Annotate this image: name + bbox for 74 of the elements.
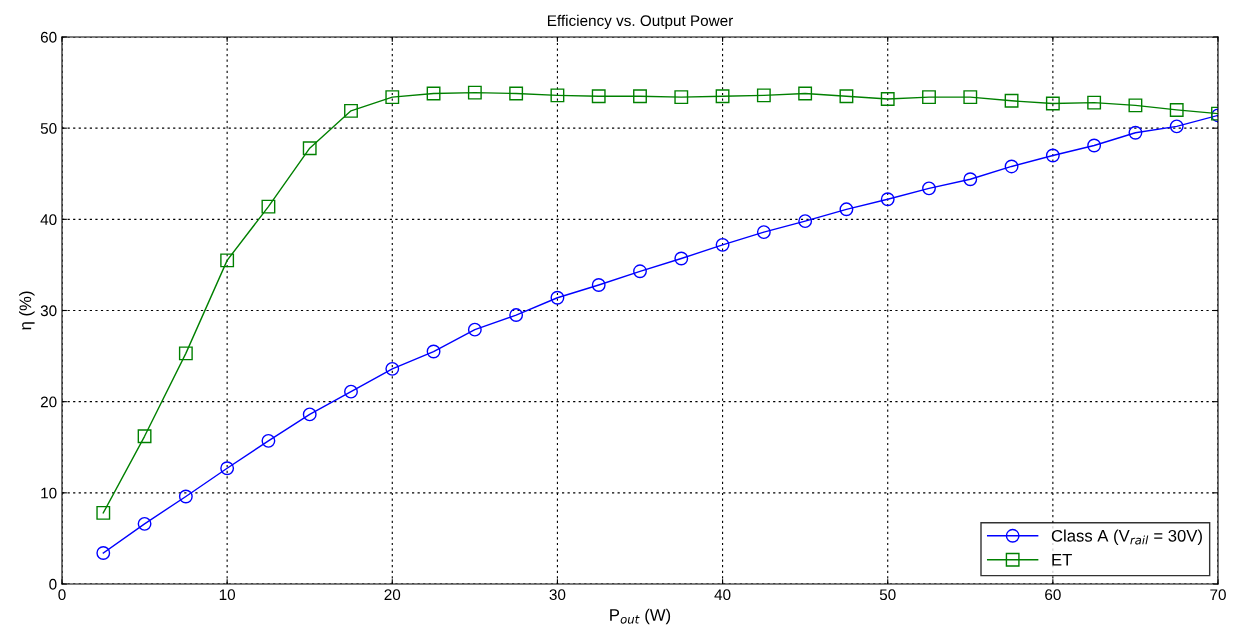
point — [385, 90, 400, 105]
point — [1045, 148, 1060, 163]
point — [1004, 159, 1019, 174]
point — [344, 103, 358, 118]
point — [1128, 125, 1143, 140]
y-axis-title: η (%) — [19, 291, 35, 330]
x-tick-label: 70 — [1210, 589, 1226, 601]
point — [839, 202, 854, 217]
legend-label: ET — [1052, 554, 1072, 566]
point — [302, 407, 317, 422]
point — [839, 89, 854, 104]
y-tick-label: 40 — [40, 214, 57, 226]
chart-title: Efficiency vs. Output Power — [547, 14, 734, 30]
point — [1169, 102, 1184, 117]
point — [880, 192, 895, 207]
point — [137, 429, 152, 444]
point — [467, 85, 482, 100]
point — [674, 90, 689, 105]
point — [509, 86, 524, 101]
x-tick-label: 20 — [384, 589, 401, 601]
x-tick-label: 0 — [58, 589, 66, 601]
point — [798, 86, 813, 101]
y-tick-label: 0 — [49, 578, 57, 590]
point — [756, 88, 771, 103]
point — [302, 141, 317, 156]
x-tick-label: 30 — [549, 589, 566, 601]
y-tick-label: 20 — [40, 396, 57, 408]
point — [550, 290, 565, 305]
y-tick-label: 60 — [40, 31, 57, 43]
legend-label: Class A (V$_{rail}$ = 30V) — [1051, 529, 1202, 545]
point — [96, 505, 111, 520]
x-tick-label: 40 — [714, 589, 731, 601]
point — [715, 237, 730, 252]
point — [963, 172, 978, 187]
point — [591, 89, 606, 104]
point — [922, 181, 936, 196]
point — [633, 264, 647, 279]
point — [550, 88, 565, 103]
point — [1087, 95, 1102, 110]
point — [220, 253, 235, 268]
point — [633, 89, 647, 104]
point — [178, 489, 193, 504]
point — [178, 346, 193, 361]
x-tick-label: 10 — [219, 589, 236, 601]
y-tick-label: 30 — [40, 305, 57, 317]
point — [426, 344, 441, 359]
point — [674, 251, 689, 266]
point — [96, 546, 111, 560]
point — [509, 308, 524, 323]
point — [137, 516, 152, 531]
y-tick-label: 50 — [40, 123, 57, 134]
point — [756, 225, 771, 240]
x-tick-label: 50 — [879, 589, 896, 601]
point — [1045, 96, 1060, 111]
point — [344, 384, 358, 399]
point — [798, 214, 813, 229]
point — [715, 89, 730, 104]
point — [220, 461, 235, 476]
point — [467, 322, 482, 337]
point — [1169, 119, 1184, 134]
x-tick-label: 60 — [1045, 589, 1061, 601]
point — [591, 278, 606, 292]
point — [385, 361, 400, 376]
point — [261, 433, 276, 448]
point — [426, 86, 441, 101]
point — [922, 90, 936, 105]
point — [1087, 138, 1102, 153]
y-tick-label: 10 — [41, 487, 57, 499]
point — [963, 90, 978, 105]
x-axis-title: P$_{out}$ (W) — [610, 608, 671, 625]
point — [880, 92, 895, 106]
point — [261, 199, 276, 214]
point — [1128, 98, 1143, 113]
point — [1004, 93, 1019, 108]
